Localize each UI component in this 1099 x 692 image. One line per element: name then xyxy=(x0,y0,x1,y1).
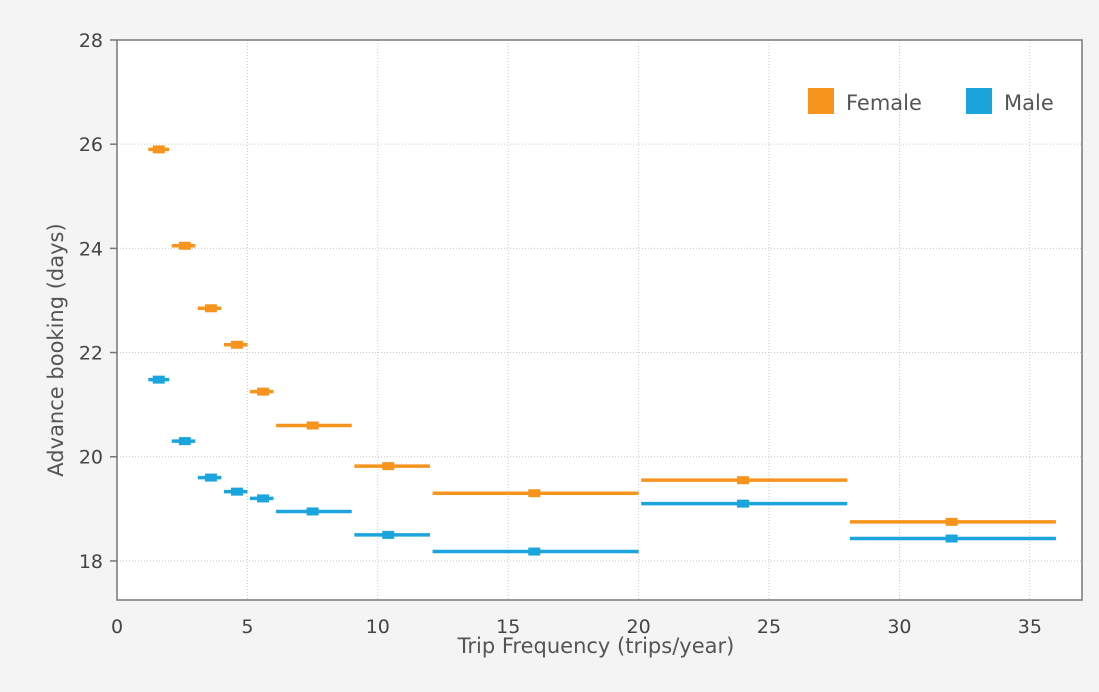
x-tick-label: 35 xyxy=(1018,616,1042,638)
legend-label: Female xyxy=(846,91,922,115)
data-point xyxy=(152,145,165,154)
data-point xyxy=(382,530,395,539)
series-male xyxy=(148,375,1056,556)
data-point xyxy=(230,487,243,496)
series-female xyxy=(148,145,1056,526)
data-point xyxy=(736,476,749,485)
x-tick-label: 5 xyxy=(241,616,253,638)
data-point xyxy=(382,462,395,471)
x-tick-label: 15 xyxy=(496,616,520,638)
data-point xyxy=(178,437,191,446)
x-tick-label: 25 xyxy=(757,616,781,638)
x-axis-title: Trip Frequency (trips/year) xyxy=(457,634,735,658)
data-point xyxy=(152,375,165,384)
y-tick-label: 24 xyxy=(79,238,103,260)
data-point xyxy=(736,499,749,508)
y-axis-title: Advance booking (days) xyxy=(44,223,68,476)
x-tick-label: 30 xyxy=(887,616,911,638)
data-point xyxy=(204,473,217,482)
data-point xyxy=(204,304,217,313)
x-tick-label: 10 xyxy=(366,616,390,638)
plot-background xyxy=(117,40,1082,600)
y-tick-label: 22 xyxy=(79,343,103,365)
y-tick-label: 18 xyxy=(79,551,103,573)
plot-frame xyxy=(116,39,1083,601)
data-point xyxy=(257,387,270,396)
legend-swatch xyxy=(966,88,992,114)
x-tick-label: 0 xyxy=(111,616,123,638)
data-point xyxy=(306,421,319,430)
x-tick-label: 20 xyxy=(627,616,651,638)
data-point xyxy=(178,241,191,250)
data-point xyxy=(230,340,243,349)
legend-item-male: Male xyxy=(966,88,1054,115)
legend: Female Male xyxy=(808,88,1054,115)
data-point xyxy=(306,507,319,516)
legend-swatch xyxy=(808,88,834,114)
data-point xyxy=(945,517,958,526)
tick-labels: 0 5 10 15 20 25 30 35 18 20 22 24 26 28 xyxy=(79,30,1042,638)
data-point xyxy=(528,547,541,556)
data-point xyxy=(257,494,270,503)
grid-lines xyxy=(117,40,1082,600)
legend-label: Male xyxy=(1004,91,1054,115)
data-point xyxy=(528,489,541,498)
y-tick-label: 20 xyxy=(79,447,103,469)
legend-item-female: Female xyxy=(808,88,922,115)
y-tick-label: 28 xyxy=(79,30,103,52)
series-marks xyxy=(148,145,1056,556)
data-point xyxy=(945,534,958,543)
y-tick-label: 26 xyxy=(79,134,103,156)
